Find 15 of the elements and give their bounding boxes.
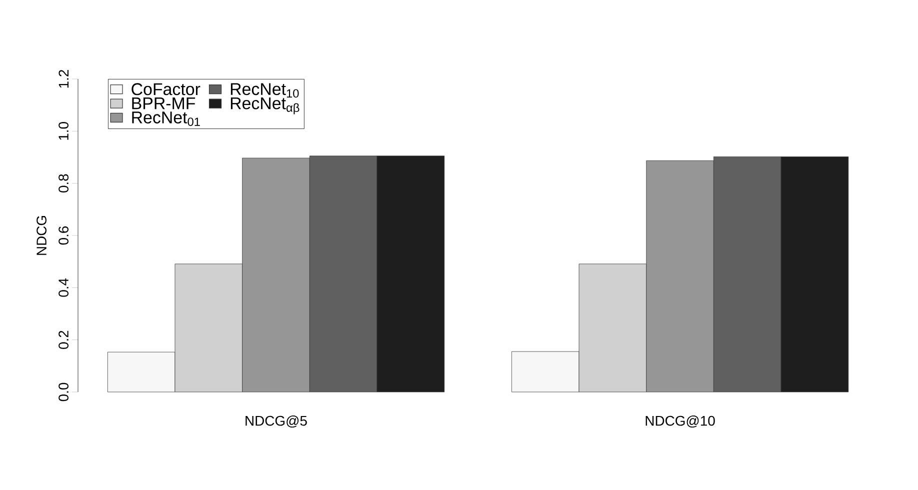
y-tick-label: 0.4 bbox=[58, 278, 68, 297]
y-axis-title: NDCG bbox=[36, 216, 46, 255]
y-tick-label: 0.8 bbox=[58, 174, 68, 192]
x-tick-label: NDCG@5 bbox=[246, 416, 307, 428]
legend-label: RecNet$_{01}$ bbox=[132, 112, 200, 126]
y-tick-label: 1.2 bbox=[58, 70, 68, 88]
legend-label: BPR-MF bbox=[132, 97, 196, 110]
y-tick-label: 0.2 bbox=[58, 330, 68, 349]
y-tick-label: 0.6 bbox=[58, 226, 68, 245]
x-tick-label: NDCG@10 bbox=[646, 416, 715, 428]
y-tick-label: 1.0 bbox=[58, 122, 68, 140]
legend-label: RecNet$_{10}$ bbox=[230, 83, 299, 98]
legend-label: CoFactor bbox=[132, 83, 200, 96]
y-tick-label: 0.0 bbox=[58, 382, 68, 402]
legend-label: RecNet$_{αβ}$ bbox=[230, 97, 300, 114]
